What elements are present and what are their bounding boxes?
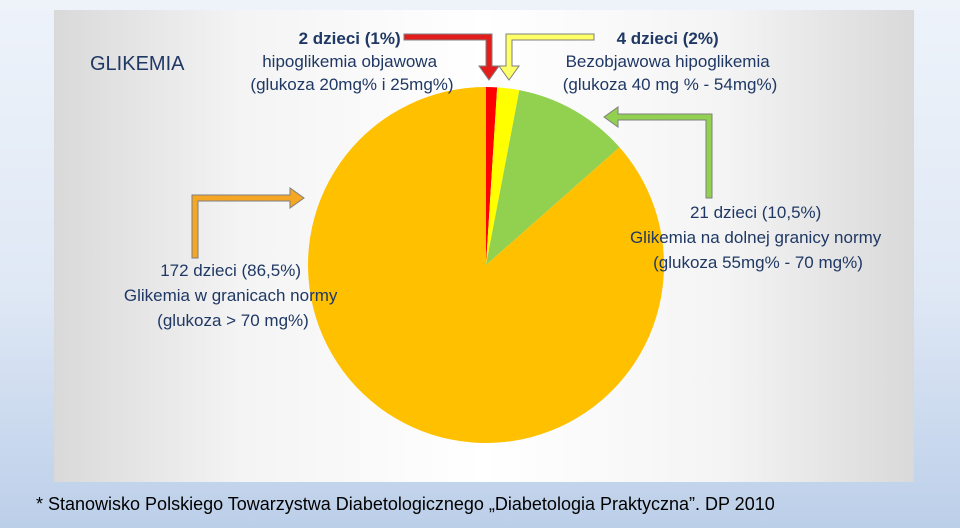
label-orange-slice: 172 dzieci (86,5%) Glikemia w granicach … xyxy=(124,261,342,330)
slice-normal xyxy=(307,87,664,443)
label-orange-line1: 172 dzieci (86,5%) xyxy=(160,261,301,280)
callout-arrows xyxy=(191,33,713,259)
label-red-slice: 2 dzieci (1%) hipoglikemia objawowa (glu… xyxy=(250,29,453,94)
slice-hypoglycemia-asymptomatic xyxy=(486,87,520,265)
slice-lower-normal xyxy=(486,90,620,266)
footnote: * Stanowisko Polskiego Towarzystwa Diabe… xyxy=(36,494,775,514)
arrow-yellow-icon xyxy=(498,33,595,81)
label-green-line1: 21 dzieci (10,5%) xyxy=(690,203,821,222)
label-green-line2: Glikemia na dolnej granicy normy xyxy=(630,228,882,247)
chart-title: GLIKEMIA xyxy=(90,53,185,75)
label-yellow-line2: Bezobjawowa hipoglikemia xyxy=(566,52,771,71)
label-yellow-slice: 4 dzieci (2%) Bezobjawowa hipoglikemia (… xyxy=(563,29,777,94)
label-red-line3: (glukoza 20mg% i 25mg%) xyxy=(250,75,453,94)
label-green-slice: 21 dzieci (10,5%) Glikemia na dolnej gra… xyxy=(630,203,886,272)
arrow-orange-icon xyxy=(191,187,305,259)
label-yellow-line1: 4 dzieci (2%) xyxy=(617,29,719,48)
label-orange-line2: Glikemia w granicach normy xyxy=(124,286,338,305)
label-green-line3: (glukoza 55mg% - 70 mg%) xyxy=(653,253,863,272)
arrow-green-icon xyxy=(603,106,713,199)
label-red-line1: 2 dzieci (1%) xyxy=(299,29,401,48)
label-yellow-line3: (glukoza 40 mg % - 54mg%) xyxy=(563,75,777,94)
label-orange-line3: (glukoza > 70 mg%) xyxy=(157,311,309,330)
label-red-line2: hipoglikemia objawowa xyxy=(262,52,437,71)
pie-slices xyxy=(307,87,664,443)
arrow-red-icon xyxy=(403,33,500,81)
slice-hypoglycemia-symptomatic xyxy=(486,87,498,265)
